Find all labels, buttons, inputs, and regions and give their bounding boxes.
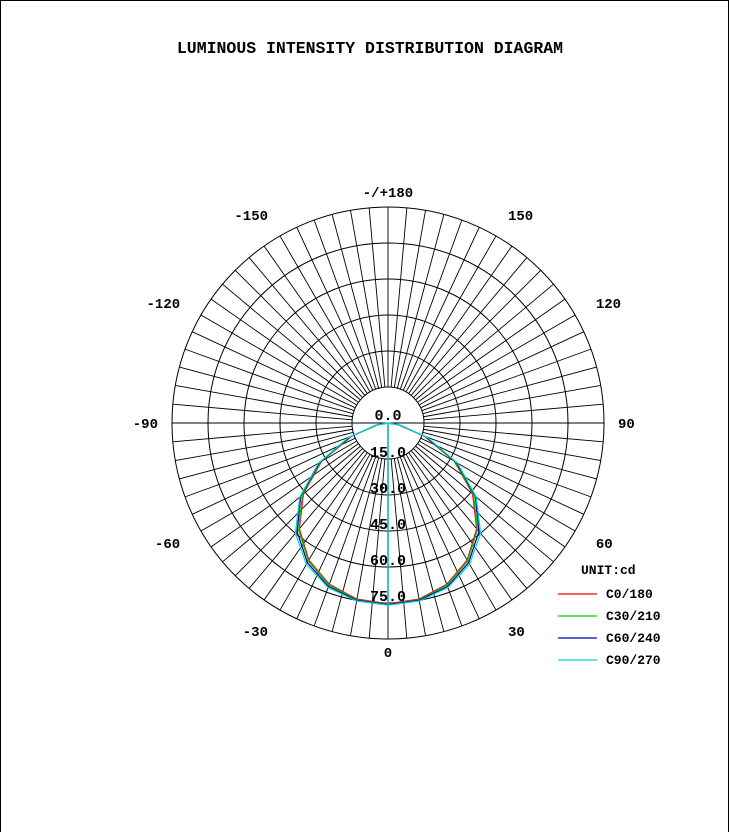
grid-spoke <box>396 457 445 632</box>
grid-spoke <box>350 210 383 388</box>
grid-spoke <box>331 457 380 632</box>
grid-spoke <box>200 440 358 532</box>
angle-label: -/+180 <box>363 186 413 202</box>
grid-spoke <box>192 437 356 515</box>
grid-spoke <box>415 445 554 563</box>
grid-spoke <box>172 425 353 443</box>
unit-label: UNIT:cd <box>581 563 636 578</box>
angle-label: -30 <box>243 625 268 641</box>
grid-spoke <box>423 403 604 421</box>
grid-spoke <box>390 458 408 639</box>
angle-labels: 0 30 60 90 120 150 -/+180 -150 -120 -90 -60 -30 <box>133 186 635 662</box>
radial-tick-label: 15.0 <box>370 445 406 462</box>
grid-spoke <box>184 348 355 412</box>
legend: UNIT:cd C0/180 C30/210 C60/240 C90/270 <box>558 563 661 668</box>
radial-tick-label: 60.0 <box>370 553 406 570</box>
grid-spoke <box>422 366 597 415</box>
angle-label: -120 <box>147 297 181 313</box>
legend-entry: C30/210 <box>606 609 661 624</box>
series-curves <box>294 422 482 606</box>
angle-label: 90 <box>618 417 635 433</box>
grid-spoke <box>184 434 355 498</box>
grid-spoke <box>405 235 497 393</box>
grid-spoke <box>417 298 566 403</box>
legend-entry: C0/180 <box>606 587 653 602</box>
radial-tick-label: 75.0 <box>370 589 406 606</box>
angle-label: 30 <box>508 625 525 641</box>
grid-spoke <box>408 452 513 601</box>
grid-spoke <box>390 207 408 388</box>
grid-spoke <box>420 437 584 515</box>
radial-tick-label: 30.0 <box>370 481 406 498</box>
grid-spoke <box>175 385 353 418</box>
grid-spoke <box>393 458 426 636</box>
grid-spoke <box>192 331 356 409</box>
grid-spoke <box>420 331 584 409</box>
angle-label: 120 <box>596 297 621 313</box>
grid-spoke <box>402 455 480 619</box>
grid-spoke <box>296 227 374 391</box>
grid-spoke <box>222 283 361 401</box>
grid-spoke <box>399 219 463 390</box>
grid-spoke <box>399 456 463 627</box>
series-curve-c30-210 <box>297 422 479 605</box>
grid-spoke <box>210 443 359 548</box>
grid-spoke <box>418 314 576 406</box>
grid-spoke <box>423 428 601 461</box>
grid-spoke <box>368 207 386 388</box>
grid-spoke <box>421 348 592 412</box>
legend-entry: C90/270 <box>606 653 661 668</box>
grid-spoke <box>418 440 576 532</box>
grid-spoke <box>222 445 361 563</box>
radial-tick-label: 0.0 <box>374 408 401 425</box>
grid-spoke <box>200 314 358 406</box>
grid-spoke <box>313 456 377 627</box>
grid-spoke <box>415 283 554 401</box>
grid-spoke <box>410 450 528 589</box>
angle-label: 60 <box>596 537 613 553</box>
grid-spoke <box>279 235 371 393</box>
grid-spoke <box>405 453 497 611</box>
grid-spoke <box>421 434 592 498</box>
grid-spoke <box>248 450 366 589</box>
grid-spoke <box>234 269 363 398</box>
grid-spoke <box>331 214 380 389</box>
grid-spoke <box>248 257 366 396</box>
angle-label: -60 <box>155 537 180 553</box>
grid-spoke <box>296 455 374 619</box>
angle-label: -90 <box>133 417 158 433</box>
grid-spoke <box>423 425 604 443</box>
grid-spoke <box>413 269 542 398</box>
angle-label: -150 <box>234 209 268 225</box>
radial-tick-label: 45.0 <box>370 517 406 534</box>
grid-spoke <box>263 452 368 601</box>
grid-spoke <box>423 385 601 418</box>
grid-spoke <box>410 257 528 396</box>
angle-label: 150 <box>508 209 533 225</box>
grid-spoke <box>179 431 354 480</box>
grid-spoke <box>417 443 566 548</box>
grid-spoke <box>313 219 377 390</box>
grid-spoke <box>393 210 426 388</box>
legend-entry: C60/240 <box>606 631 661 646</box>
grid-spoke <box>179 366 354 415</box>
grid-spoke <box>396 214 445 389</box>
grid-spoke <box>402 227 480 391</box>
chart-title: LUMINOUS INTENSITY DISTRIBUTION DIAGRAM <box>177 39 563 58</box>
grid-spoke <box>210 298 359 403</box>
grid-spoke <box>368 458 386 639</box>
grid-spoke <box>175 428 353 461</box>
grid-spoke <box>172 403 353 421</box>
grid-spoke <box>350 458 383 636</box>
series-curve-c90-270 <box>294 422 482 606</box>
angle-label: 0 <box>384 646 392 662</box>
grid-spoke <box>422 431 597 480</box>
grid-spoke <box>263 245 368 394</box>
radial-tick-labels: 0.0 15.0 30.0 45.0 60.0 75.0 <box>370 408 406 606</box>
grid-spoke <box>279 453 371 611</box>
grid-spoke <box>408 245 513 394</box>
